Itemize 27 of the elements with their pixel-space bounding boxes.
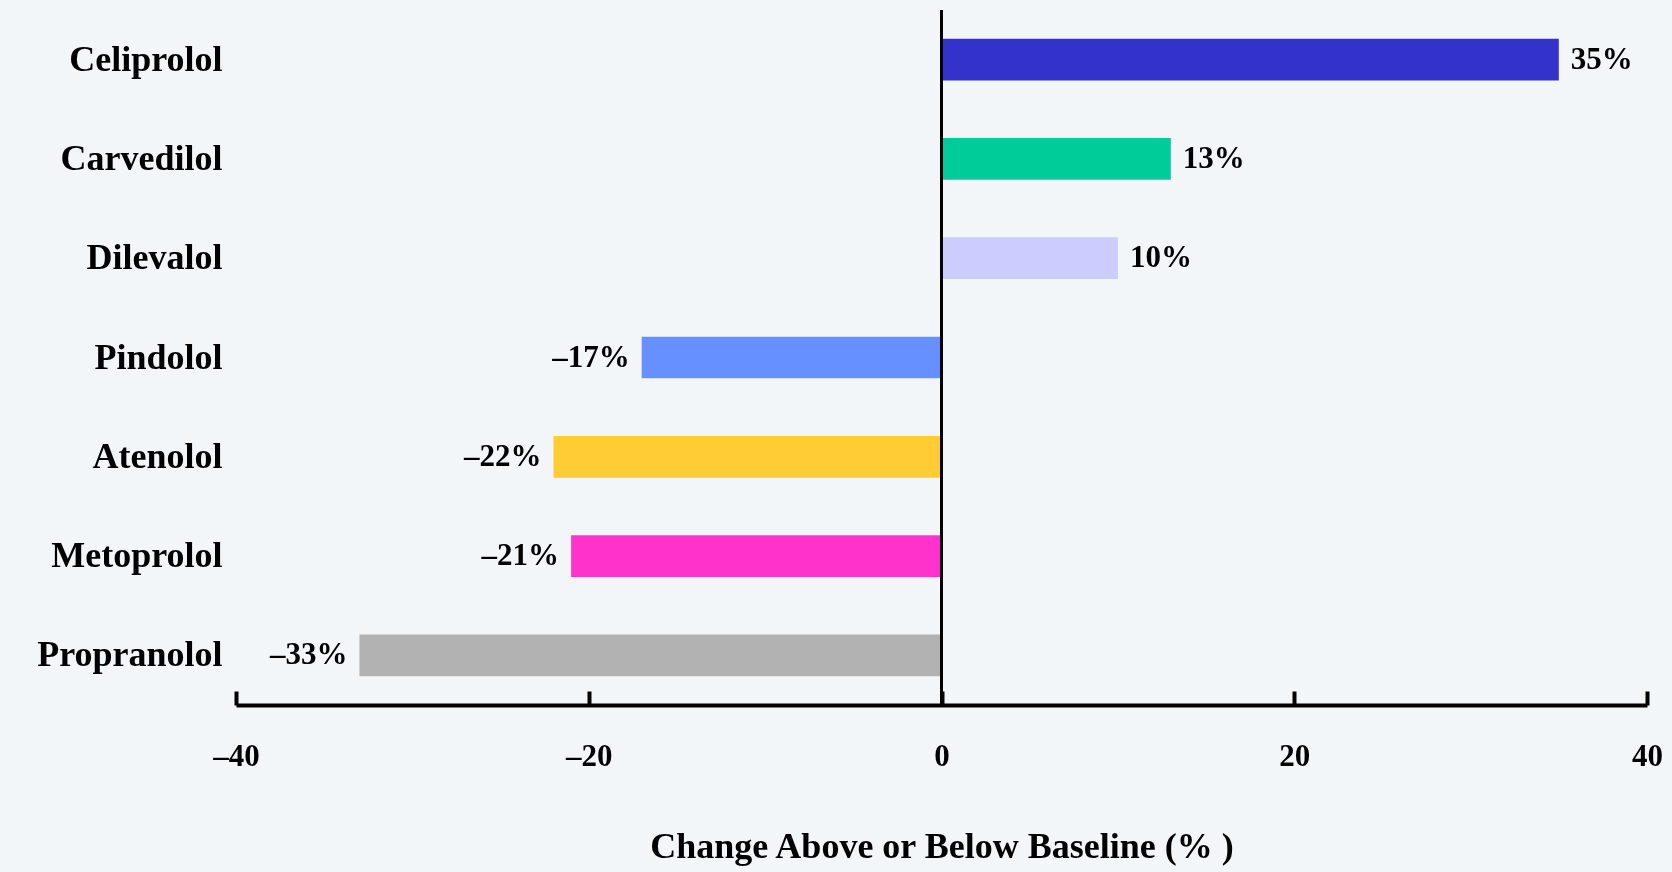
- bar: [941, 38, 1559, 81]
- bar: [641, 336, 942, 379]
- x-tick-label: 0: [934, 737, 950, 773]
- data-label: –17%: [551, 338, 630, 374]
- data-label: 10%: [1129, 239, 1192, 275]
- bar: [571, 535, 942, 577]
- x-axis-title: Change Above or Below Baseline (% ): [650, 825, 1234, 866]
- y-tick-label: Propranolol: [37, 634, 223, 675]
- y-tick-label: Pindolol: [94, 336, 223, 377]
- bar: [941, 138, 1171, 180]
- data-label: 35%: [1570, 40, 1633, 76]
- data-label: –33%: [268, 636, 348, 672]
- x-tick-label: 20: [1279, 737, 1311, 773]
- y-tick-label: Carvedilol: [60, 137, 223, 178]
- data-label: –22%: [462, 437, 542, 473]
- y-tick-label: Atenolol: [92, 435, 223, 476]
- y-tick-label: Celiprolol: [69, 38, 223, 79]
- x-tick-label: –40: [212, 737, 260, 773]
- bar: [359, 634, 942, 677]
- data-label: –21%: [480, 537, 560, 573]
- bar: [941, 237, 1118, 280]
- x-tick-label: 40: [1632, 737, 1663, 773]
- x-tick-label: –20: [565, 737, 613, 773]
- data-label: 13%: [1182, 139, 1245, 175]
- y-tick-label: Metoprolol: [51, 535, 223, 576]
- bar: [553, 435, 942, 478]
- y-tick-label: Dilevalol: [86, 237, 223, 278]
